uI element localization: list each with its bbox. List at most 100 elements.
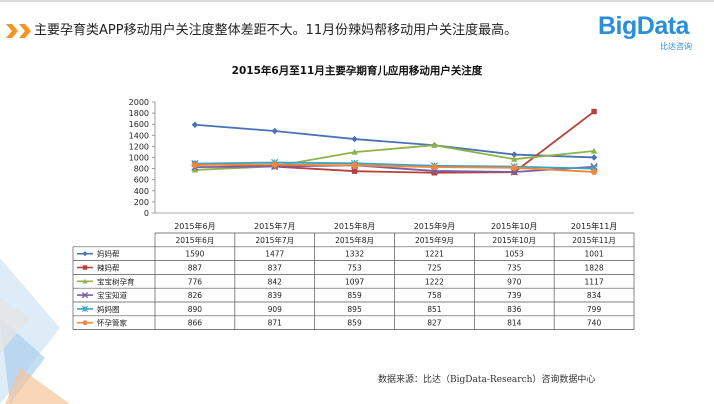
table-value-cell: 735	[507, 264, 522, 273]
table-value-cell: 776	[188, 277, 203, 286]
table-value-cell: 842	[268, 277, 283, 286]
table-value-cell: 836	[507, 305, 522, 314]
table-value-cell: 851	[427, 305, 442, 314]
table-value-cell: 1001	[585, 250, 604, 259]
table-value-cell: 1097	[345, 277, 364, 286]
top-border	[0, 0, 714, 2]
table-value-cell: 1332	[345, 250, 364, 259]
data-point	[82, 278, 88, 284]
table-value-cell: 839	[268, 291, 283, 300]
table-value-cell: 834	[587, 291, 602, 300]
series-line	[194, 123, 595, 159]
series-line	[194, 161, 595, 170]
table-value-cell: 895	[347, 305, 362, 314]
chart-title: 2015年6月至11月主要孕期育儿应用移动用户关注度	[231, 65, 483, 77]
data-point	[82, 265, 88, 270]
data-point	[351, 148, 358, 155]
table-value-cell: 859	[347, 291, 362, 300]
table-value-cell: 1222	[425, 277, 444, 286]
headline: 主要孕育类APP移动用户关注度整体差距不大。11月份辣妈帮移动用户关注度最高。	[34, 23, 518, 38]
data-point	[191, 166, 199, 173]
table-value-cell: 887	[188, 264, 203, 273]
data-point	[81, 305, 89, 312]
data-point	[82, 251, 88, 257]
data-point	[511, 155, 518, 162]
x-tick-label: 2015年6月	[174, 221, 215, 231]
x-tick-label: 2015年10月	[491, 221, 538, 231]
table-value-cell: 814	[507, 319, 522, 328]
data-point	[351, 168, 358, 174]
table-value-cell: 1590	[185, 250, 204, 259]
y-tick-label: 1200	[129, 142, 149, 151]
x-tick-label: 2015年7月	[254, 221, 295, 231]
table-header-cell: 2015年10月	[492, 235, 536, 245]
y-tick-label: 600	[134, 176, 149, 185]
y-tick-label: 1400	[129, 131, 149, 140]
data-point	[271, 161, 278, 168]
table-header-cell: 2015年8月	[335, 235, 374, 245]
table-value-cell: 799	[587, 305, 602, 314]
data-point	[591, 168, 598, 175]
legend-series-name: 宝宝知道	[97, 290, 127, 300]
table-value-cell: 866	[188, 319, 203, 328]
table-value-cell: 1221	[425, 250, 444, 259]
x-tick-label: 2015年11月	[571, 221, 618, 231]
table-value-cell: 1117	[585, 277, 604, 286]
data-point	[590, 154, 598, 161]
data-point	[511, 164, 518, 171]
table-value-cell: 740	[587, 319, 602, 328]
data-point	[431, 141, 438, 148]
table-header-cell: 2015年7月	[255, 235, 294, 245]
y-tick-label: 1000	[129, 154, 149, 163]
y-tick-label: 0	[144, 209, 149, 218]
data-point	[591, 108, 597, 115]
data-point	[82, 320, 88, 326]
table-value-cell: 1828	[585, 264, 604, 273]
bigdata-logo: BigData 比达咨询	[598, 10, 706, 51]
series-line	[194, 164, 595, 173]
data-point	[191, 161, 198, 168]
table-value-cell: 827	[427, 319, 442, 328]
table-value-cell: 837	[268, 264, 283, 273]
y-tick-label: 400	[134, 187, 149, 196]
table-value-cell: 890	[188, 305, 203, 314]
legend-series-name: 辣妈帮	[97, 263, 120, 273]
data-point	[81, 292, 89, 299]
table-value-cell: 1477	[265, 250, 284, 259]
data-point	[351, 135, 358, 143]
table-value-cell: 909	[268, 305, 283, 314]
table-header-cell: 2015年11月	[572, 235, 616, 245]
y-tick-label: 1800	[129, 109, 149, 118]
table-value-cell: 753	[347, 264, 362, 273]
legend-series-name: 妈妈帮	[97, 249, 120, 259]
data-point	[431, 164, 438, 171]
table-value-cell: 725	[427, 264, 442, 273]
logo-subtitle: 比达咨询	[660, 42, 692, 51]
table-value-cell: 826	[188, 291, 203, 300]
logo-word: BigData	[598, 12, 689, 40]
data-point	[351, 162, 358, 169]
data-point	[431, 170, 438, 176]
table-value-cell: 739	[507, 291, 522, 300]
legend-series-name: 怀孕管家	[97, 318, 127, 328]
series-line	[194, 163, 595, 173]
table-header-cell: 2015年6月	[175, 235, 214, 245]
table-value-cell: 1053	[505, 250, 524, 259]
y-tick-label: 200	[134, 198, 149, 207]
data-point	[511, 151, 518, 158]
y-tick-label: 800	[134, 165, 149, 174]
chevron-arrows-icon	[6, 24, 31, 38]
data-point	[271, 127, 278, 135]
y-tick-label: 1600	[129, 120, 149, 129]
data-point	[590, 147, 598, 154]
decorative-shapes	[0, 258, 70, 404]
table-header-cell: 2015年9月	[415, 235, 454, 245]
table-value-cell: 859	[347, 319, 362, 328]
table-value-cell: 758	[427, 291, 442, 300]
legend-series-name: 宝宝树孕育	[97, 276, 135, 286]
table-value-cell: 871	[268, 319, 283, 328]
x-tick-label: 2015年9月	[414, 221, 455, 231]
table-value-cell: 970	[507, 277, 522, 286]
